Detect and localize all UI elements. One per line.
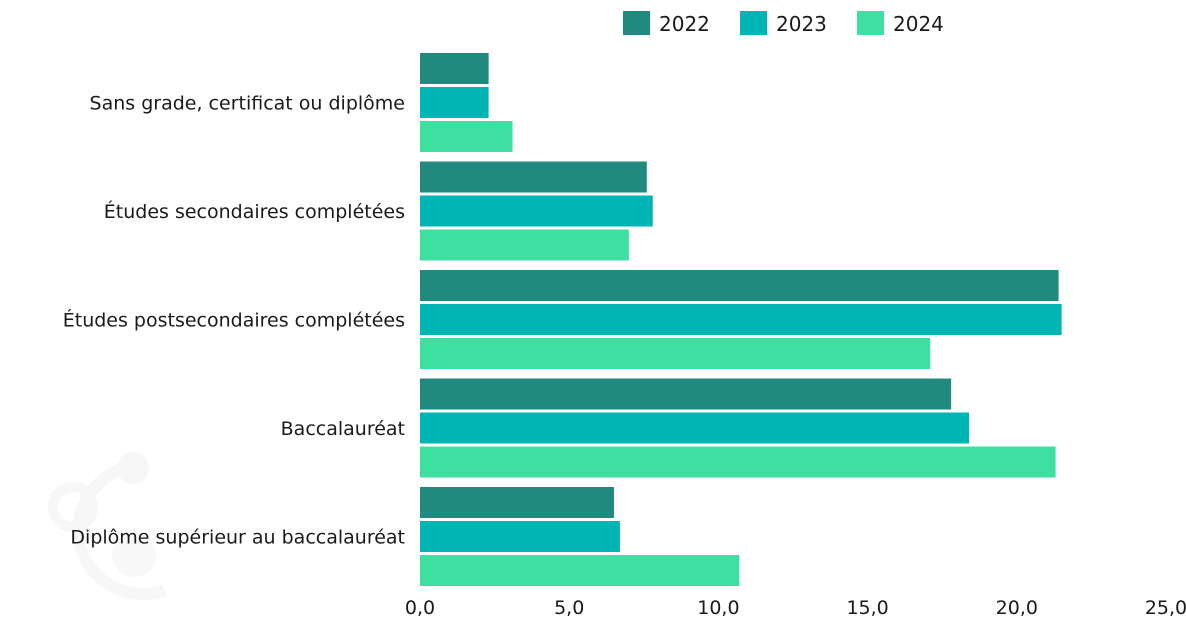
bar-2022-5 bbox=[420, 487, 614, 518]
x-tick-label: 15,0 bbox=[846, 597, 888, 619]
legend-swatch-2024 bbox=[857, 11, 884, 35]
bar-2022-1 bbox=[420, 53, 489, 84]
bar-2024-5 bbox=[420, 555, 740, 586]
bar-2024-4 bbox=[420, 446, 1056, 478]
legend: 2022 2023 2024 bbox=[623, 11, 944, 36]
bar-2022-2 bbox=[420, 161, 647, 193]
x-tick-label: 20,0 bbox=[996, 597, 1038, 619]
x-axis-ticks: 0,0 5,0 10,0 15,0 20,0 25,0 bbox=[405, 597, 1186, 619]
bar-2024-1 bbox=[420, 121, 513, 152]
bar-2022-3 bbox=[420, 270, 1059, 301]
watermark-logo bbox=[48, 452, 168, 601]
bar-2023-4 bbox=[420, 412, 970, 444]
legend-label-2024: 2024 bbox=[893, 12, 944, 36]
category-label: Études postsecondaires complétées bbox=[63, 309, 405, 332]
x-tick-label: 5,0 bbox=[554, 597, 584, 619]
bar-2022-4 bbox=[420, 378, 952, 410]
category-label: Études secondaires complétées bbox=[104, 200, 405, 223]
x-tick-label: 0,0 bbox=[405, 597, 435, 619]
legend-swatch-2022 bbox=[623, 11, 650, 35]
x-tick-label: 25,0 bbox=[1145, 597, 1186, 619]
bar-2023-2 bbox=[420, 195, 653, 227]
x-tick-label: 10,0 bbox=[697, 597, 739, 619]
bar-2024-3 bbox=[420, 338, 931, 369]
category-labels: Sans grade, certificat ou diplôme Études … bbox=[63, 93, 405, 549]
category-label: Sans grade, certificat ou diplôme bbox=[90, 93, 405, 115]
category-label: Baccalauréat bbox=[281, 418, 405, 440]
bar-2023-1 bbox=[420, 87, 489, 118]
bar-2023-3 bbox=[420, 304, 1062, 335]
category-label: Diplôme supérieur au baccalauréat bbox=[70, 527, 405, 549]
bar-2023-5 bbox=[420, 521, 620, 552]
bar-2024-2 bbox=[420, 229, 629, 261]
legend-label-2023: 2023 bbox=[776, 12, 827, 36]
legend-swatch-2023 bbox=[740, 11, 767, 35]
legend-label-2022: 2022 bbox=[659, 12, 710, 36]
bars bbox=[420, 53, 1062, 586]
